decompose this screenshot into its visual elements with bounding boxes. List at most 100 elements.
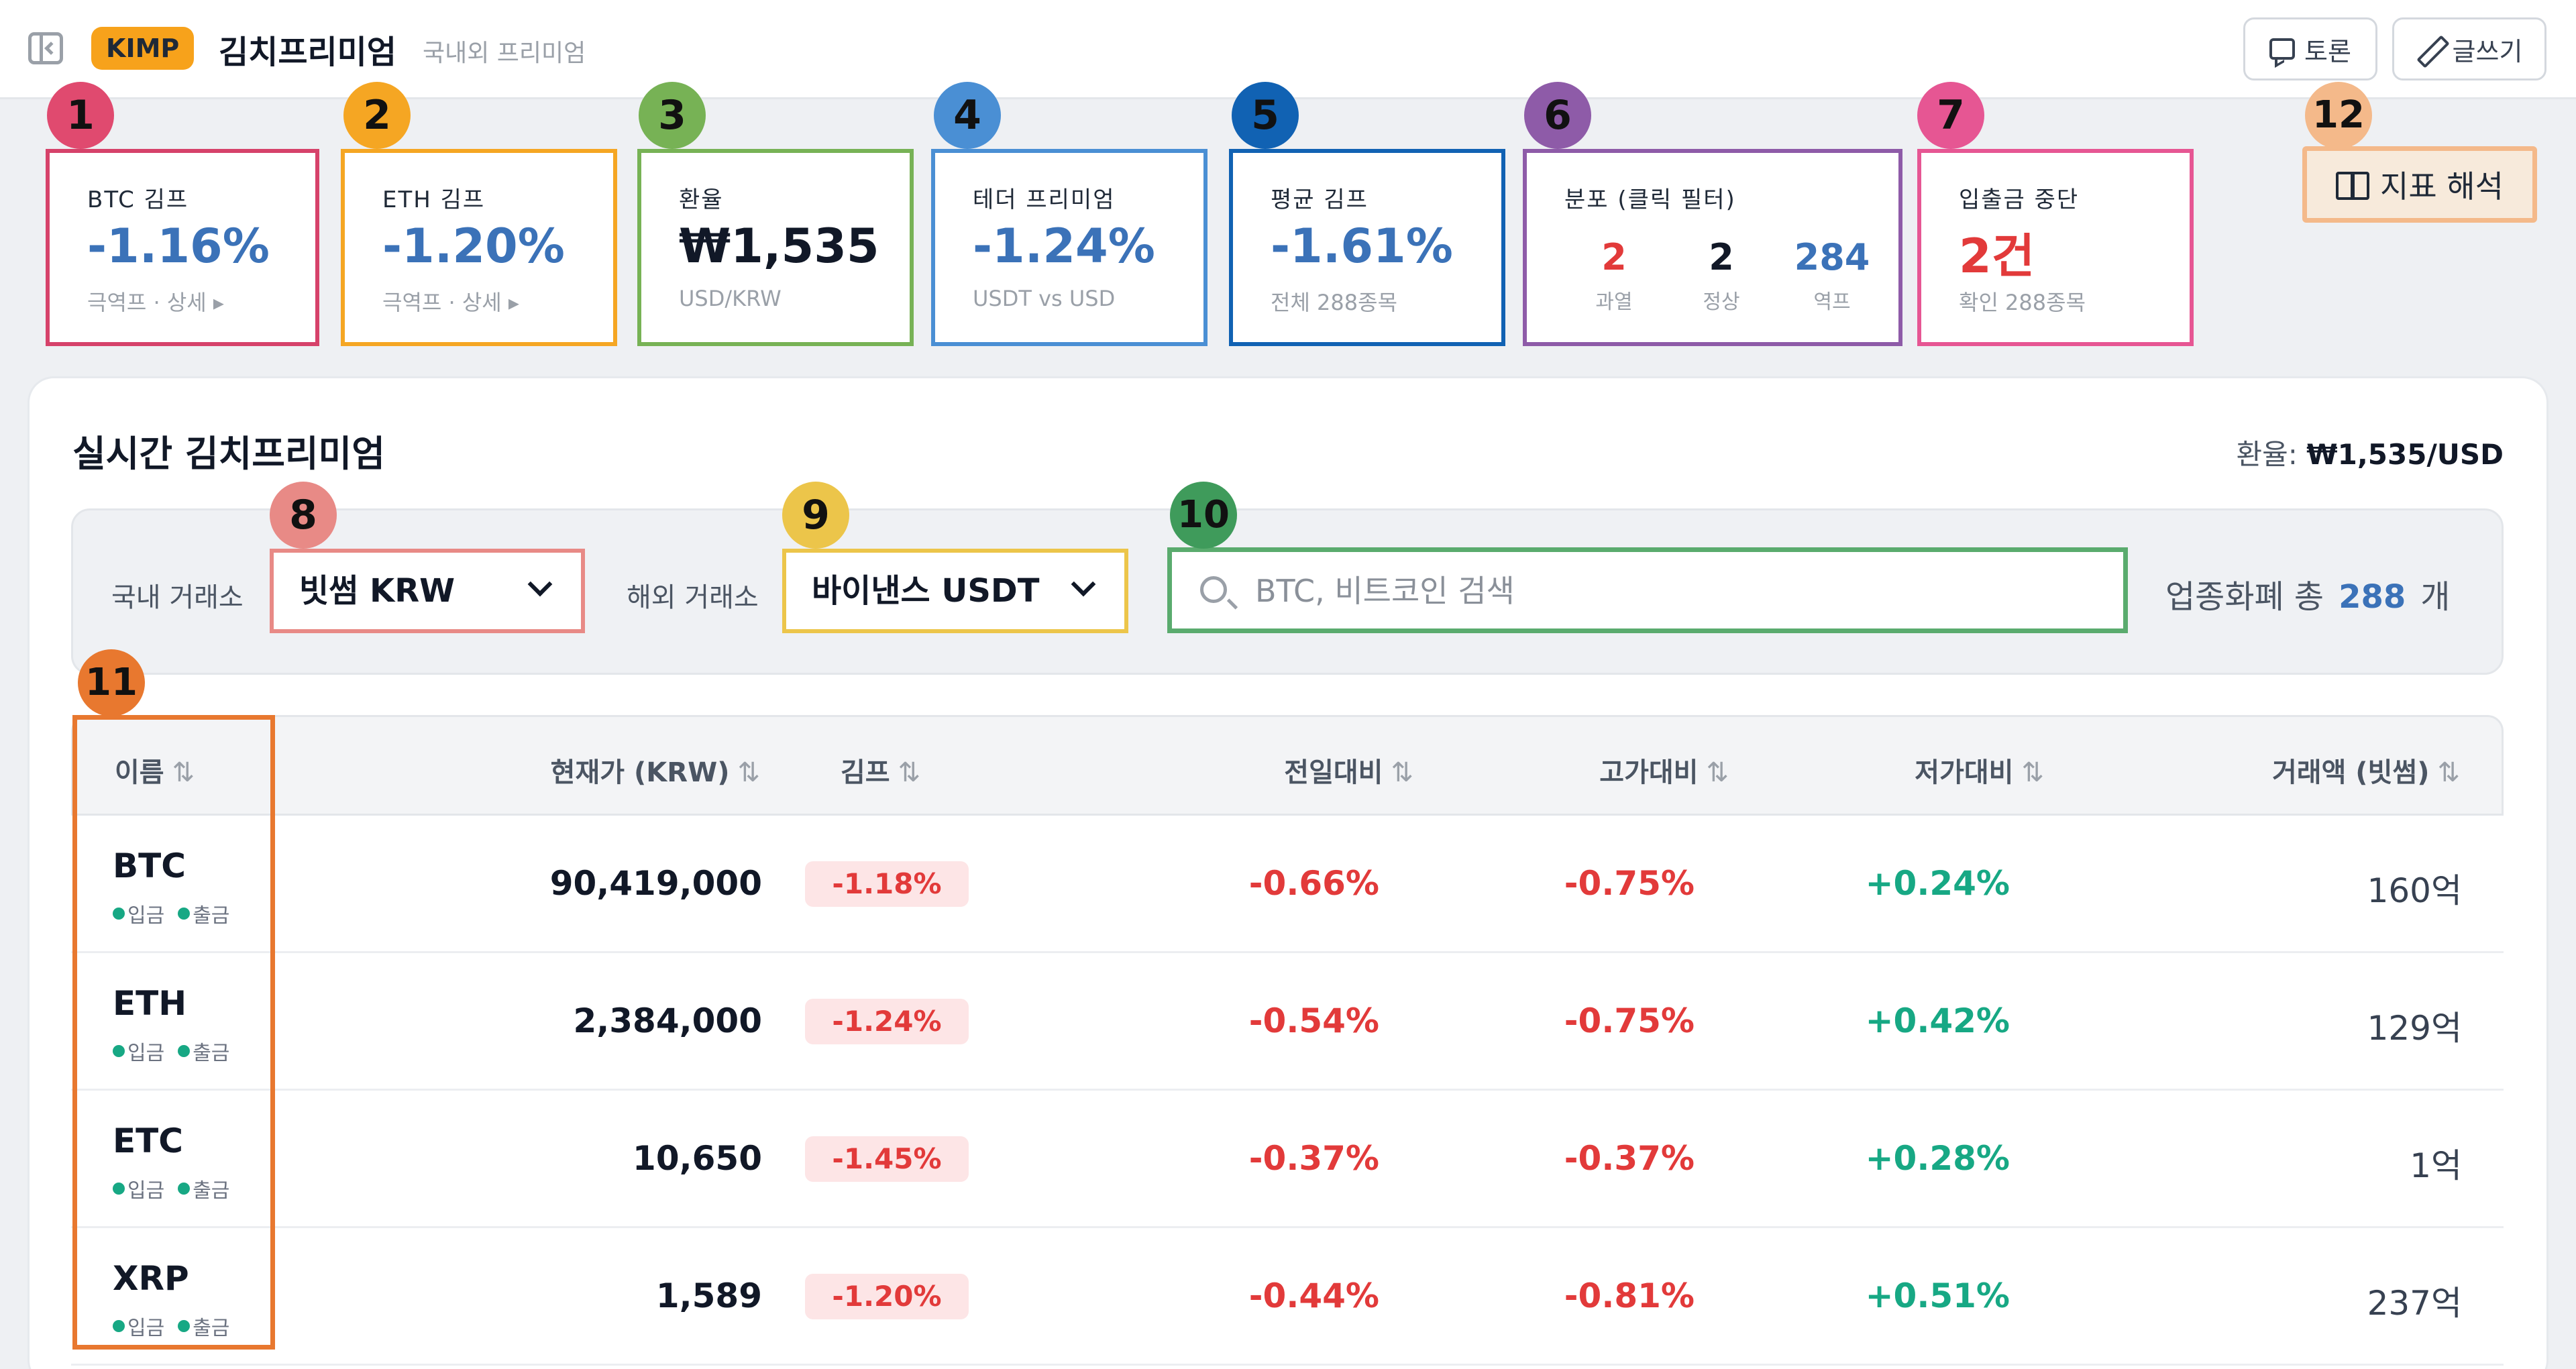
column-header-name[interactable]: 이름 ⇅ bbox=[115, 751, 195, 789]
domestic-exchange-label: 국내 거래소 bbox=[111, 582, 244, 613]
prev-change-cell: -0.44% bbox=[1248, 1276, 1379, 1315]
card-sub: USD/KRW bbox=[679, 286, 782, 311]
marker-2: 2 bbox=[343, 82, 411, 149]
kimp-badge: -1.24% bbox=[805, 999, 969, 1044]
status-dot-icon bbox=[113, 908, 125, 920]
rate-value: ₩1,535/USD bbox=[2306, 438, 2504, 471]
write-button[interactable]: 글쓰기 bbox=[2392, 17, 2546, 80]
table-row[interactable]: ETH 입금 출금 2,384,000 -1.24% -0.54% -0.75% … bbox=[71, 953, 2504, 1091]
dist-value: 284 bbox=[1794, 236, 1870, 278]
premium-table: 이름 ⇅ 현재가 (KRW) ⇅ 김프 ⇅ 전일대비 ⇅ 고가대비 ⇅ 저가대비 ⇅ 거래액… bbox=[71, 715, 2504, 1369]
card-sub: 전체 288종목 bbox=[1271, 290, 1398, 315]
eth-kimp-card[interactable]: ETH 김프 -1.20% 극역프 · 상세 ▸ bbox=[341, 149, 617, 346]
deposit-tag: 입금 bbox=[127, 1317, 165, 1340]
transfer-status: 입금 출금 bbox=[113, 1311, 243, 1341]
card-label: 평균 김프 bbox=[1271, 186, 1368, 213]
low-change-cell: +0.51% bbox=[1865, 1276, 2010, 1315]
coin-count-prefix: 업종화폐 총 bbox=[2165, 578, 2324, 616]
rate-prefix: 환율: bbox=[2236, 438, 2298, 471]
marker-4: 4 bbox=[934, 82, 1001, 149]
dist-normal-filter[interactable]: 2 정상 bbox=[1695, 236, 1748, 315]
table-row[interactable]: BTC 입금 출금 90,419,000 -1.18% -0.66% -0.75%… bbox=[71, 816, 2504, 953]
chevron-down-icon bbox=[527, 571, 553, 597]
sort-icon: ⇅ bbox=[2437, 757, 2460, 788]
panel-title: 실시간 김치프리미엄 bbox=[72, 433, 385, 475]
transfer-status: 입금 출금 bbox=[113, 1174, 243, 1203]
card-label: 환율 bbox=[679, 186, 724, 213]
card-sub: 극역프 · 상세 ▸ bbox=[382, 290, 519, 315]
dist-reverse-filter[interactable]: 284 역프 bbox=[1788, 236, 1876, 315]
kimp-badge: -1.45% bbox=[805, 1136, 969, 1182]
btc-kimp-card[interactable]: BTC 김프 -1.16% 극역프 · 상세 ▸ bbox=[46, 149, 319, 346]
column-header-volume[interactable]: 거래액 (빗썸) ⇅ bbox=[2272, 751, 2460, 789]
deposit-tag: 입금 bbox=[127, 904, 165, 928]
header-label: 전일대비 bbox=[1284, 757, 1383, 788]
sort-icon: ⇅ bbox=[172, 757, 195, 788]
chat-icon bbox=[2269, 38, 2296, 60]
card-label: ETH 김프 bbox=[382, 186, 486, 213]
sort-icon: ⇅ bbox=[737, 757, 760, 788]
high-change-cell: -0.81% bbox=[1564, 1276, 1695, 1315]
high-change-cell: -0.75% bbox=[1564, 1001, 1695, 1040]
marker-7: 7 bbox=[1917, 82, 1984, 149]
interpret-indicators-button[interactable]: 지표 해석 bbox=[2302, 146, 2537, 223]
status-dot-icon bbox=[113, 1320, 125, 1332]
price-cell: 10,650 bbox=[633, 1139, 762, 1178]
search-icon bbox=[1200, 576, 1227, 603]
header-label: 고가대비 bbox=[1599, 757, 1699, 788]
deposit-halt-card[interactable]: 입출금 중단 2건 확인 288종목 bbox=[1917, 149, 2194, 346]
column-header-kimp[interactable]: 김프 ⇅ bbox=[841, 751, 920, 789]
card-value: -1.24% bbox=[973, 219, 1155, 274]
table-row[interactable]: ETC 입금 출금 10,650 -1.45% -0.37% -0.37% +0.… bbox=[71, 1091, 2504, 1228]
prev-change-cell: -0.54% bbox=[1248, 1001, 1379, 1040]
price-cell: 1,589 bbox=[655, 1276, 762, 1315]
domestic-exchange-select[interactable]: 빗썸 KRW bbox=[270, 549, 585, 633]
dist-value: 2 bbox=[1601, 236, 1627, 278]
dist-label: 역프 bbox=[1813, 290, 1851, 314]
column-header-low[interactable]: 저가대비 ⇅ bbox=[1915, 751, 2044, 789]
exchange-rate-card: 환율 ₩1,535 USD/KRW bbox=[637, 149, 914, 346]
high-change-cell: -0.37% bbox=[1564, 1139, 1695, 1178]
deposit-tag: 입금 bbox=[127, 1179, 165, 1203]
withdraw-tag: 출금 bbox=[193, 1179, 230, 1203]
status-dot-icon bbox=[178, 1045, 191, 1057]
search-input[interactable] bbox=[1255, 571, 2100, 611]
marker-6: 6 bbox=[1524, 82, 1591, 149]
kimp-badge: -1.18% bbox=[805, 861, 969, 907]
withdraw-tag: 출금 bbox=[193, 904, 230, 928]
coin-search[interactable] bbox=[1167, 547, 2128, 633]
card-value: -1.20% bbox=[382, 219, 565, 274]
foreign-exchange-select[interactable]: 바이낸스 USDT bbox=[782, 549, 1128, 633]
sort-icon: ⇅ bbox=[2021, 757, 2044, 788]
card-label: 테더 프리미엄 bbox=[973, 186, 1116, 213]
coin-count-suffix: 개 bbox=[2420, 578, 2451, 616]
card-value: -1.61% bbox=[1271, 219, 1453, 274]
header-label: 김프 bbox=[841, 757, 890, 788]
marker-5: 5 bbox=[1232, 82, 1299, 149]
tether-premium-card: 테더 프리미엄 -1.24% USDT vs USD bbox=[931, 149, 1208, 346]
dist-value: 2 bbox=[1709, 236, 1734, 278]
sidebar-toggle-icon[interactable] bbox=[28, 32, 63, 64]
table-header: 이름 ⇅ 현재가 (KRW) ⇅ 김프 ⇅ 전일대비 ⇅ 고가대비 ⇅ 저가대비 ⇅ 거래액… bbox=[71, 715, 2504, 816]
table-row[interactable]: XRP 입금 출금 1,589 -1.20% -0.44% -0.81% +0.5… bbox=[71, 1228, 2504, 1366]
header-label: 거래액 (빗썸) bbox=[2271, 757, 2430, 788]
pencil-icon bbox=[2416, 36, 2443, 62]
distribution-card: 분포 (클릭 필터) 2 과열 2 정상 284 역프 bbox=[1523, 149, 1902, 346]
sort-icon: ⇅ bbox=[898, 757, 921, 788]
column-header-price[interactable]: 현재가 (KRW) ⇅ bbox=[551, 751, 760, 789]
discuss-button[interactable]: 토론 bbox=[2243, 17, 2377, 80]
marker-10: 10 bbox=[1170, 482, 1237, 549]
panel-exchange-rate: 환율: ₩1,535/USD bbox=[2236, 432, 2504, 473]
withdraw-tag: 출금 bbox=[193, 1042, 230, 1065]
column-header-high[interactable]: 고가대비 ⇅ bbox=[1599, 751, 1729, 789]
column-header-prev[interactable]: 전일대비 ⇅ bbox=[1284, 751, 1413, 789]
discuss-label: 토론 bbox=[2304, 36, 2351, 66]
chevron-down-icon bbox=[1071, 571, 1096, 597]
sort-icon: ⇅ bbox=[1706, 757, 1729, 788]
status-dot-icon bbox=[113, 1183, 125, 1195]
low-change-cell: +0.42% bbox=[1865, 1001, 2010, 1040]
volume-cell: 160억 bbox=[2367, 871, 2462, 910]
dist-overheated-filter[interactable]: 2 과열 bbox=[1587, 236, 1641, 315]
write-label: 글쓰기 bbox=[2452, 36, 2523, 66]
coin-symbol: BTC bbox=[113, 846, 186, 885]
